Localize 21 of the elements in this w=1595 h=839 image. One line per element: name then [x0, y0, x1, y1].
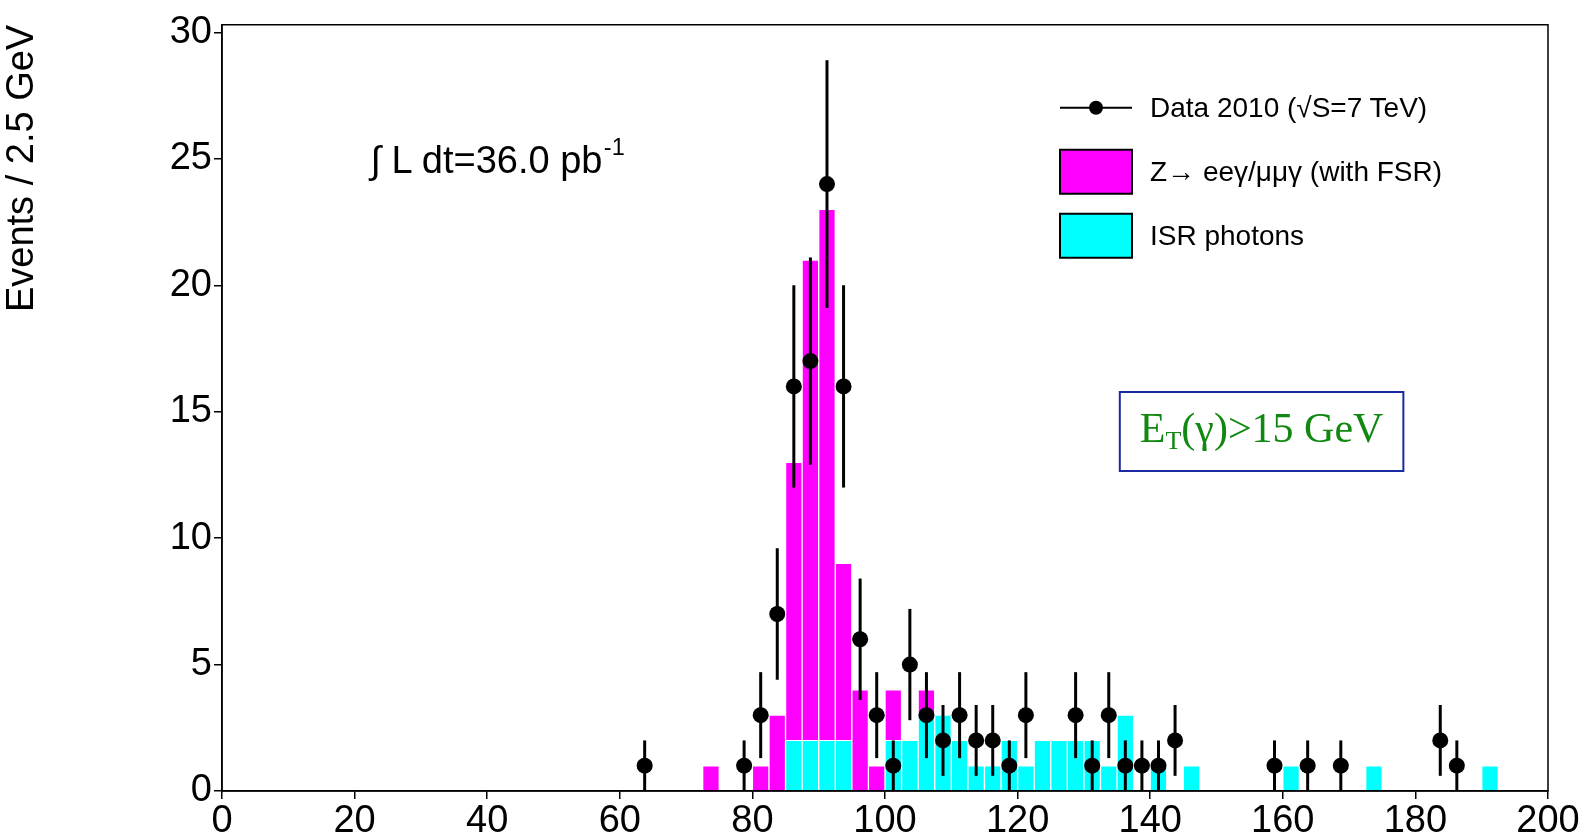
x-tick-label: 40: [466, 798, 509, 839]
y-axis-title: Events / 2.5 GeV: [0, 24, 42, 313]
y-tick-label: 5: [190, 641, 212, 684]
x-tick-label: 200: [1516, 798, 1580, 839]
x-tick-label: 20: [333, 798, 376, 839]
x-tick-label: 140: [1118, 798, 1182, 839]
x-tick-label: 100: [853, 798, 917, 839]
x-tick-label: 60: [598, 798, 641, 839]
x-tick-label: 120: [985, 798, 1050, 839]
x-tick-label: 80: [731, 798, 774, 839]
y-tick-label: 25: [169, 135, 212, 178]
x-tick-label: 160: [1251, 798, 1315, 839]
y-tick-label: 10: [169, 514, 212, 557]
legend-label: Z→ eeγ/μμγ (with FSR): [1150, 155, 1443, 187]
y-tick-label: 0: [190, 767, 212, 810]
y-tick-label: 30: [169, 8, 212, 51]
legend-label: Data 2010 (√S=7 TeV): [1150, 91, 1428, 123]
x-tick-label: 180: [1383, 798, 1448, 839]
legend-label: ISR photons: [1150, 219, 1305, 251]
y-tick-label: 20: [169, 261, 212, 304]
y-tick-label: 15: [169, 388, 212, 431]
